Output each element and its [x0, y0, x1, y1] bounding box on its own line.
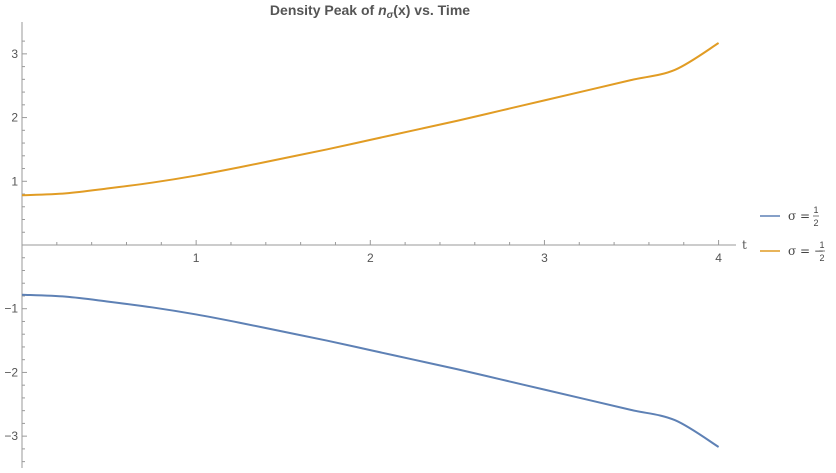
chart-title: Density Peak of nσ(x) vs. Time: [270, 2, 470, 21]
legend-label-0: σ =: [788, 209, 810, 223]
ticks: 1 2 3 4 −3 −2 −1 1 2 3: [4, 40, 722, 463]
y-tick-label: −1: [4, 302, 18, 316]
legend-label-1: σ = −: [788, 244, 824, 258]
axes: t: [21, 22, 747, 468]
x-tick-label: 2: [367, 251, 374, 265]
y-tick-label: −2: [4, 365, 18, 379]
legend-fraction-denominator-0: 2: [813, 218, 818, 228]
x-tick-label: 3: [541, 251, 548, 265]
y-tick-label: 2: [11, 111, 18, 125]
x-tick-label: 4: [715, 251, 722, 265]
x-tick-label: 1: [193, 251, 200, 265]
series-line-1: [21, 42, 720, 197]
legend: σ = 12σ = −12: [760, 205, 825, 263]
y-tick-label: 1: [11, 174, 18, 188]
legend-fraction-numerator-0: 1: [813, 205, 818, 215]
series-line-0: [21, 293, 720, 448]
y-tick-label: 3: [11, 47, 18, 61]
series-group: [21, 42, 720, 448]
y-tick-label: −3: [4, 429, 18, 443]
x-axis-label: t: [742, 238, 747, 252]
legend-fraction-numerator-1: 1: [819, 240, 824, 250]
legend-fraction-denominator-1: 2: [819, 253, 824, 263]
